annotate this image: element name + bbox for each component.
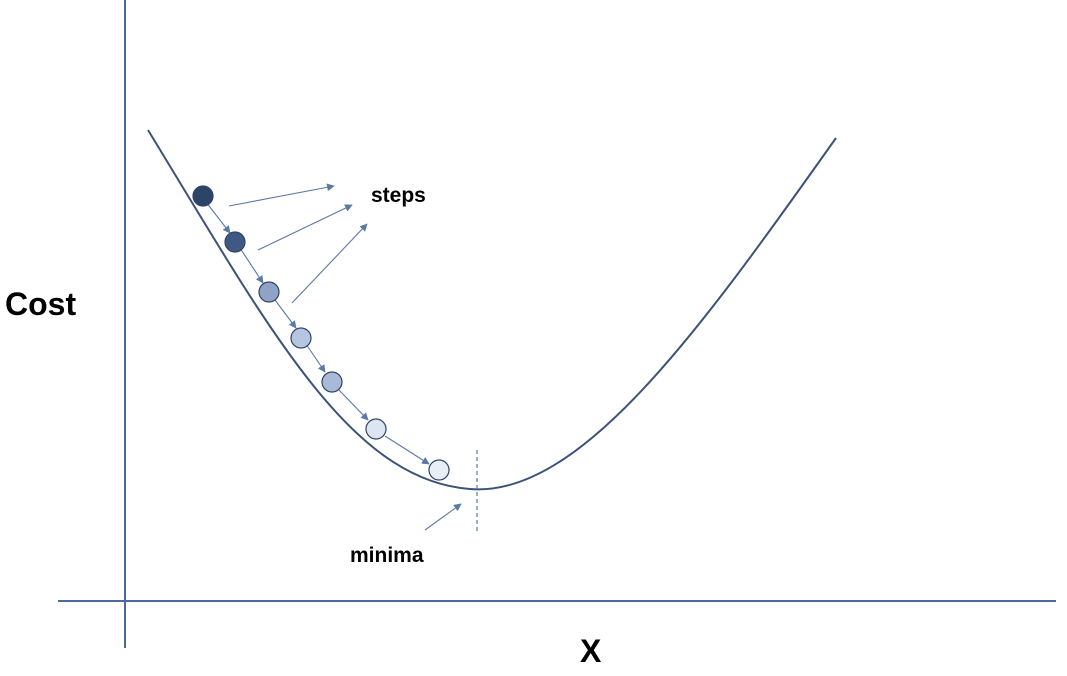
step-arrow — [384, 435, 430, 465]
step-arrow — [338, 389, 369, 421]
step-arrows — [205, 201, 430, 465]
step-ball — [321, 371, 343, 393]
step-arrow — [205, 201, 231, 234]
steps-callout-arrow — [257, 204, 353, 251]
minima-label: minima — [350, 544, 424, 567]
step-ball — [192, 185, 214, 207]
steps-label: steps — [371, 184, 426, 207]
x-axis-label: X — [580, 633, 602, 669]
step-ball — [365, 418, 387, 440]
step-arrow — [305, 343, 326, 373]
minima-callout-arrow — [424, 503, 462, 531]
y-axis-label: Cost — [5, 286, 76, 322]
step-ball — [224, 231, 246, 253]
steps-callout-arrows — [228, 183, 368, 304]
step-ball — [258, 281, 280, 303]
descent-balls — [192, 185, 450, 481]
cost-curve — [147, 129, 837, 491]
step-ball — [290, 327, 312, 349]
step-arrow — [274, 299, 297, 329]
steps-callout-arrow — [228, 183, 335, 207]
step-ball — [428, 459, 450, 481]
step-arrow — [239, 247, 264, 284]
steps-callout-arrow — [291, 223, 368, 304]
